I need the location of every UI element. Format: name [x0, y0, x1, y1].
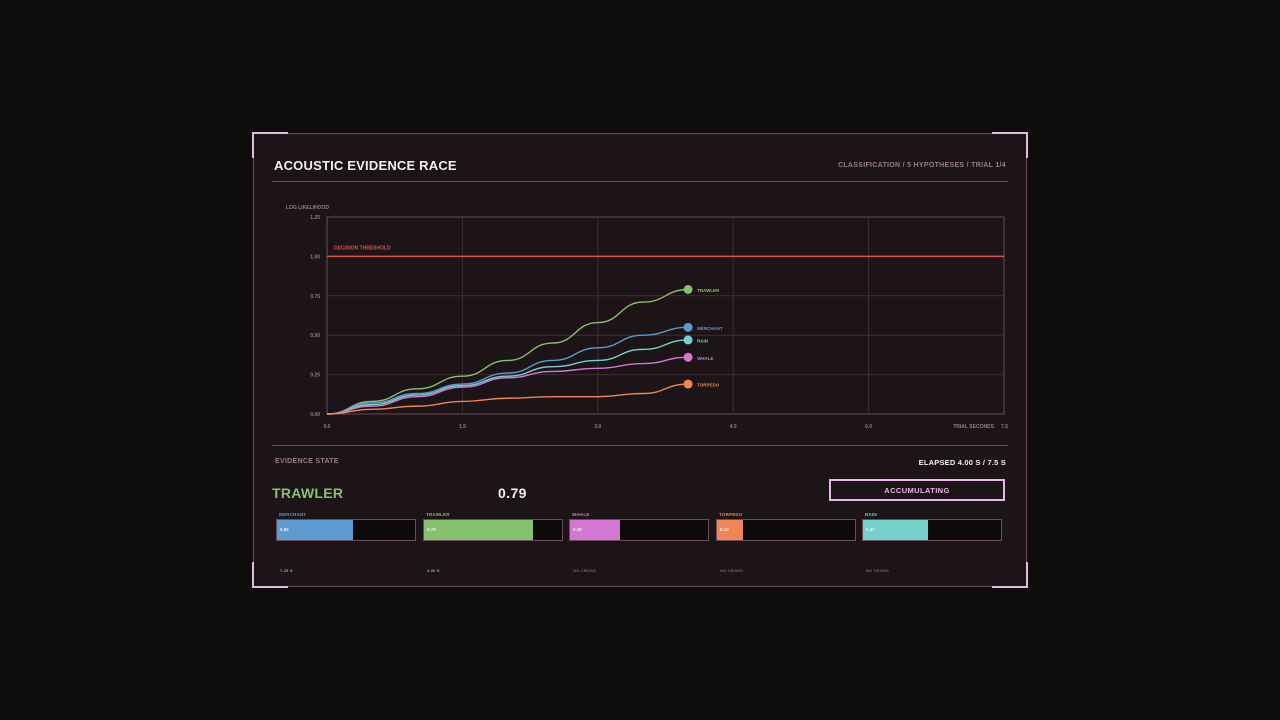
header-divider — [272, 181, 1008, 182]
bar-track-trawler: 0.79 — [423, 519, 563, 541]
x-tick-label: 4.5 — [730, 424, 737, 430]
leading-hypothesis: TRAWLER — [272, 485, 344, 501]
bar-track-rain: 0.47 — [862, 519, 1002, 541]
bar-cross-time-merchant: 7.25 S — [280, 568, 293, 573]
series-label-merchant: MERCHANT — [697, 326, 723, 331]
bar-cross-time-trawler: 4.00 S — [427, 568, 440, 573]
bar-name-trawler: TRAWLER — [426, 512, 450, 517]
plot-area — [326, 216, 1005, 415]
series-line-rain — [326, 339, 689, 415]
page-title: ACOUSTIC EVIDENCE RACE — [274, 158, 457, 173]
likelihood-chart: 0.00 0.25 0.50 0.75 1.00 1.25 0.0 1.5 3.0 4.5 6.0 7… — [286, 205, 1008, 430]
elapsed-time: ELAPSED 4.00 S / 7.5 S — [918, 458, 1006, 467]
bar-fill-torpedo — [717, 520, 744, 540]
bar-card-rain: RAIN 0.47 — [862, 512, 1002, 541]
x-tick-label: 7.5 — [1001, 424, 1008, 430]
evidence-state-label: EVIDENCE STATE — [275, 458, 339, 465]
y-tick-label: 0.50 — [310, 333, 320, 339]
bar-track-torpedo: 0.19 — [716, 519, 856, 541]
corner-bracket-top-left — [252, 132, 288, 158]
bar-track-whale: 0.36 — [569, 519, 709, 541]
bar-name-merchant: MERCHANT — [279, 512, 307, 517]
bar-value-rain: 0.47 — [866, 527, 875, 532]
series-point-rain — [683, 335, 693, 345]
series-label-whale: WHALE — [697, 356, 714, 361]
series-point-torpedo — [683, 379, 693, 389]
evidence-race-panel: ACOUSTIC EVIDENCE RACE CLASSIFICATION / … — [252, 132, 1028, 588]
bar-value-trawler: 0.79 — [427, 527, 436, 532]
series-point-trawler — [683, 284, 693, 294]
y-tick-label: 0.25 — [310, 373, 320, 379]
corner-bracket-top-right — [992, 132, 1028, 158]
status-button[interactable]: ACCUMULATING — [829, 479, 1005, 501]
bar-name-torpedo: TORPEDO — [719, 512, 743, 517]
bar-name-rain: RAIN — [865, 512, 877, 517]
series-label-rain: RAIN — [697, 338, 708, 343]
threshold-label: DECISION THRESHOLD — [334, 245, 391, 251]
series-line-whale — [326, 356, 689, 415]
series-label-torpedo: TORPEDO — [697, 383, 720, 388]
y-tick-label: 0.00 — [310, 412, 320, 418]
bar-cross-time-rain: NO CROSS — [866, 568, 889, 573]
bar-cross-time-torpedo: NO CROSS — [720, 568, 743, 573]
y-tick-label: 0.75 — [310, 294, 320, 300]
x-tick-label: 3.0 — [594, 424, 601, 430]
series-line-torpedo — [326, 383, 689, 415]
bar-name-whale: WHALE — [572, 512, 590, 517]
bar-value-whale: 0.36 — [573, 527, 582, 532]
bar-card-merchant: MERCHANT 0.55 — [276, 512, 416, 541]
page-subtitle: CLASSIFICATION / 5 HYPOTHESES / TRIAL 1/… — [837, 162, 1006, 169]
x-tick-label: 1.5 — [459, 424, 466, 430]
series-label-trawler: TRAWLER — [697, 288, 720, 293]
bar-card-torpedo: TORPEDO 0.19 — [716, 512, 856, 541]
bar-fill-merchant — [277, 520, 353, 540]
x-axis-label: TRIAL SECONDS — [953, 424, 994, 430]
y-axis-label: LOG LIKELIHOOD — [286, 205, 329, 211]
series-point-merchant — [683, 322, 693, 332]
series-line-merchant — [326, 326, 689, 415]
bar-track-merchant: 0.55 — [276, 519, 416, 541]
x-tick-label: 6.0 — [865, 424, 872, 430]
bar-value-merchant: 0.55 — [280, 527, 289, 532]
bar-fill-rain — [863, 520, 928, 540]
bar-fill-trawler — [424, 520, 534, 540]
y-tick-label: 1.25 — [310, 215, 320, 221]
y-tick-label: 1.00 — [310, 254, 320, 260]
bar-cross-time-whale: NO CROSS — [573, 568, 596, 573]
bar-value-torpedo: 0.19 — [720, 527, 729, 532]
x-tick-label: 0.0 — [324, 424, 331, 430]
bar-fill-whale — [570, 520, 620, 540]
corner-bracket-bottom-left — [252, 562, 288, 588]
bar-card-whale: WHALE 0.36 — [569, 512, 709, 541]
corner-bracket-bottom-right — [992, 562, 1028, 588]
chart-divider — [272, 445, 1008, 446]
bar-card-trawler: TRAWLER 0.79 — [423, 512, 563, 541]
series-line-trawler — [326, 288, 689, 415]
series-point-whale — [683, 352, 693, 362]
leading-value: 0.79 — [498, 485, 527, 501]
